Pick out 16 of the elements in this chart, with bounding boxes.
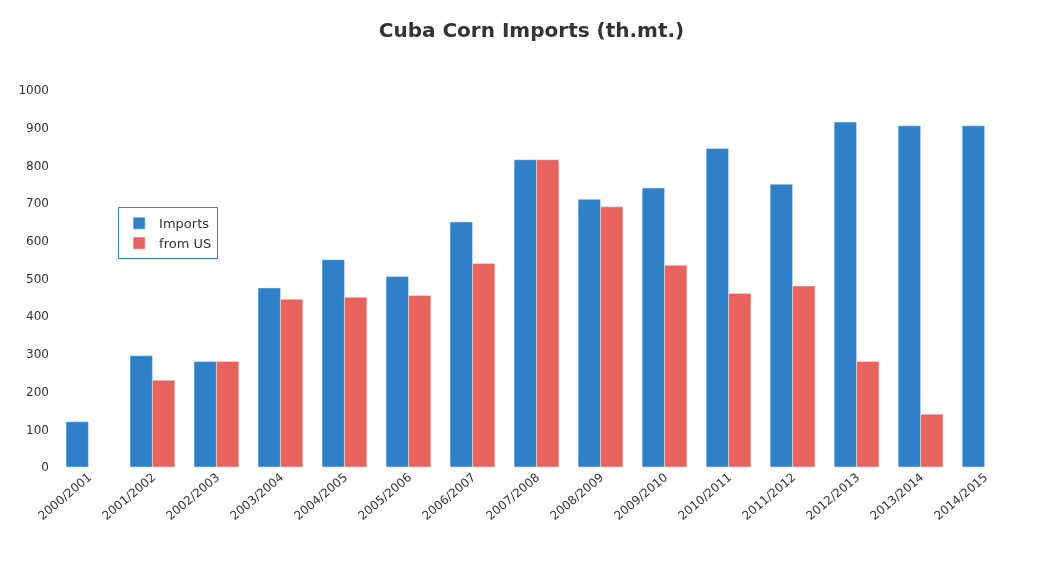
y-tick-label: 700: [26, 196, 49, 211]
y-tick-label: 300: [26, 347, 49, 362]
legend-label: from US: [159, 236, 212, 252]
bar: [65, 421, 89, 467]
y-tick-label: 0: [41, 460, 49, 475]
y-tick-label: 100: [26, 422, 49, 437]
y-tick-label: 1000: [18, 83, 49, 98]
chart-title: Cuba Corn Imports (th.mt.): [378, 17, 685, 42]
y-tick-label: 400: [26, 309, 49, 324]
y-tick-label: 800: [26, 158, 49, 173]
y-tick-label: 500: [26, 271, 49, 286]
legend-label: Imports: [159, 216, 210, 232]
y-tick-label: 900: [26, 120, 49, 135]
y-tick-label: 600: [26, 234, 49, 248]
y-tick-label: 200: [26, 384, 49, 399]
bar: [961, 125, 985, 467]
